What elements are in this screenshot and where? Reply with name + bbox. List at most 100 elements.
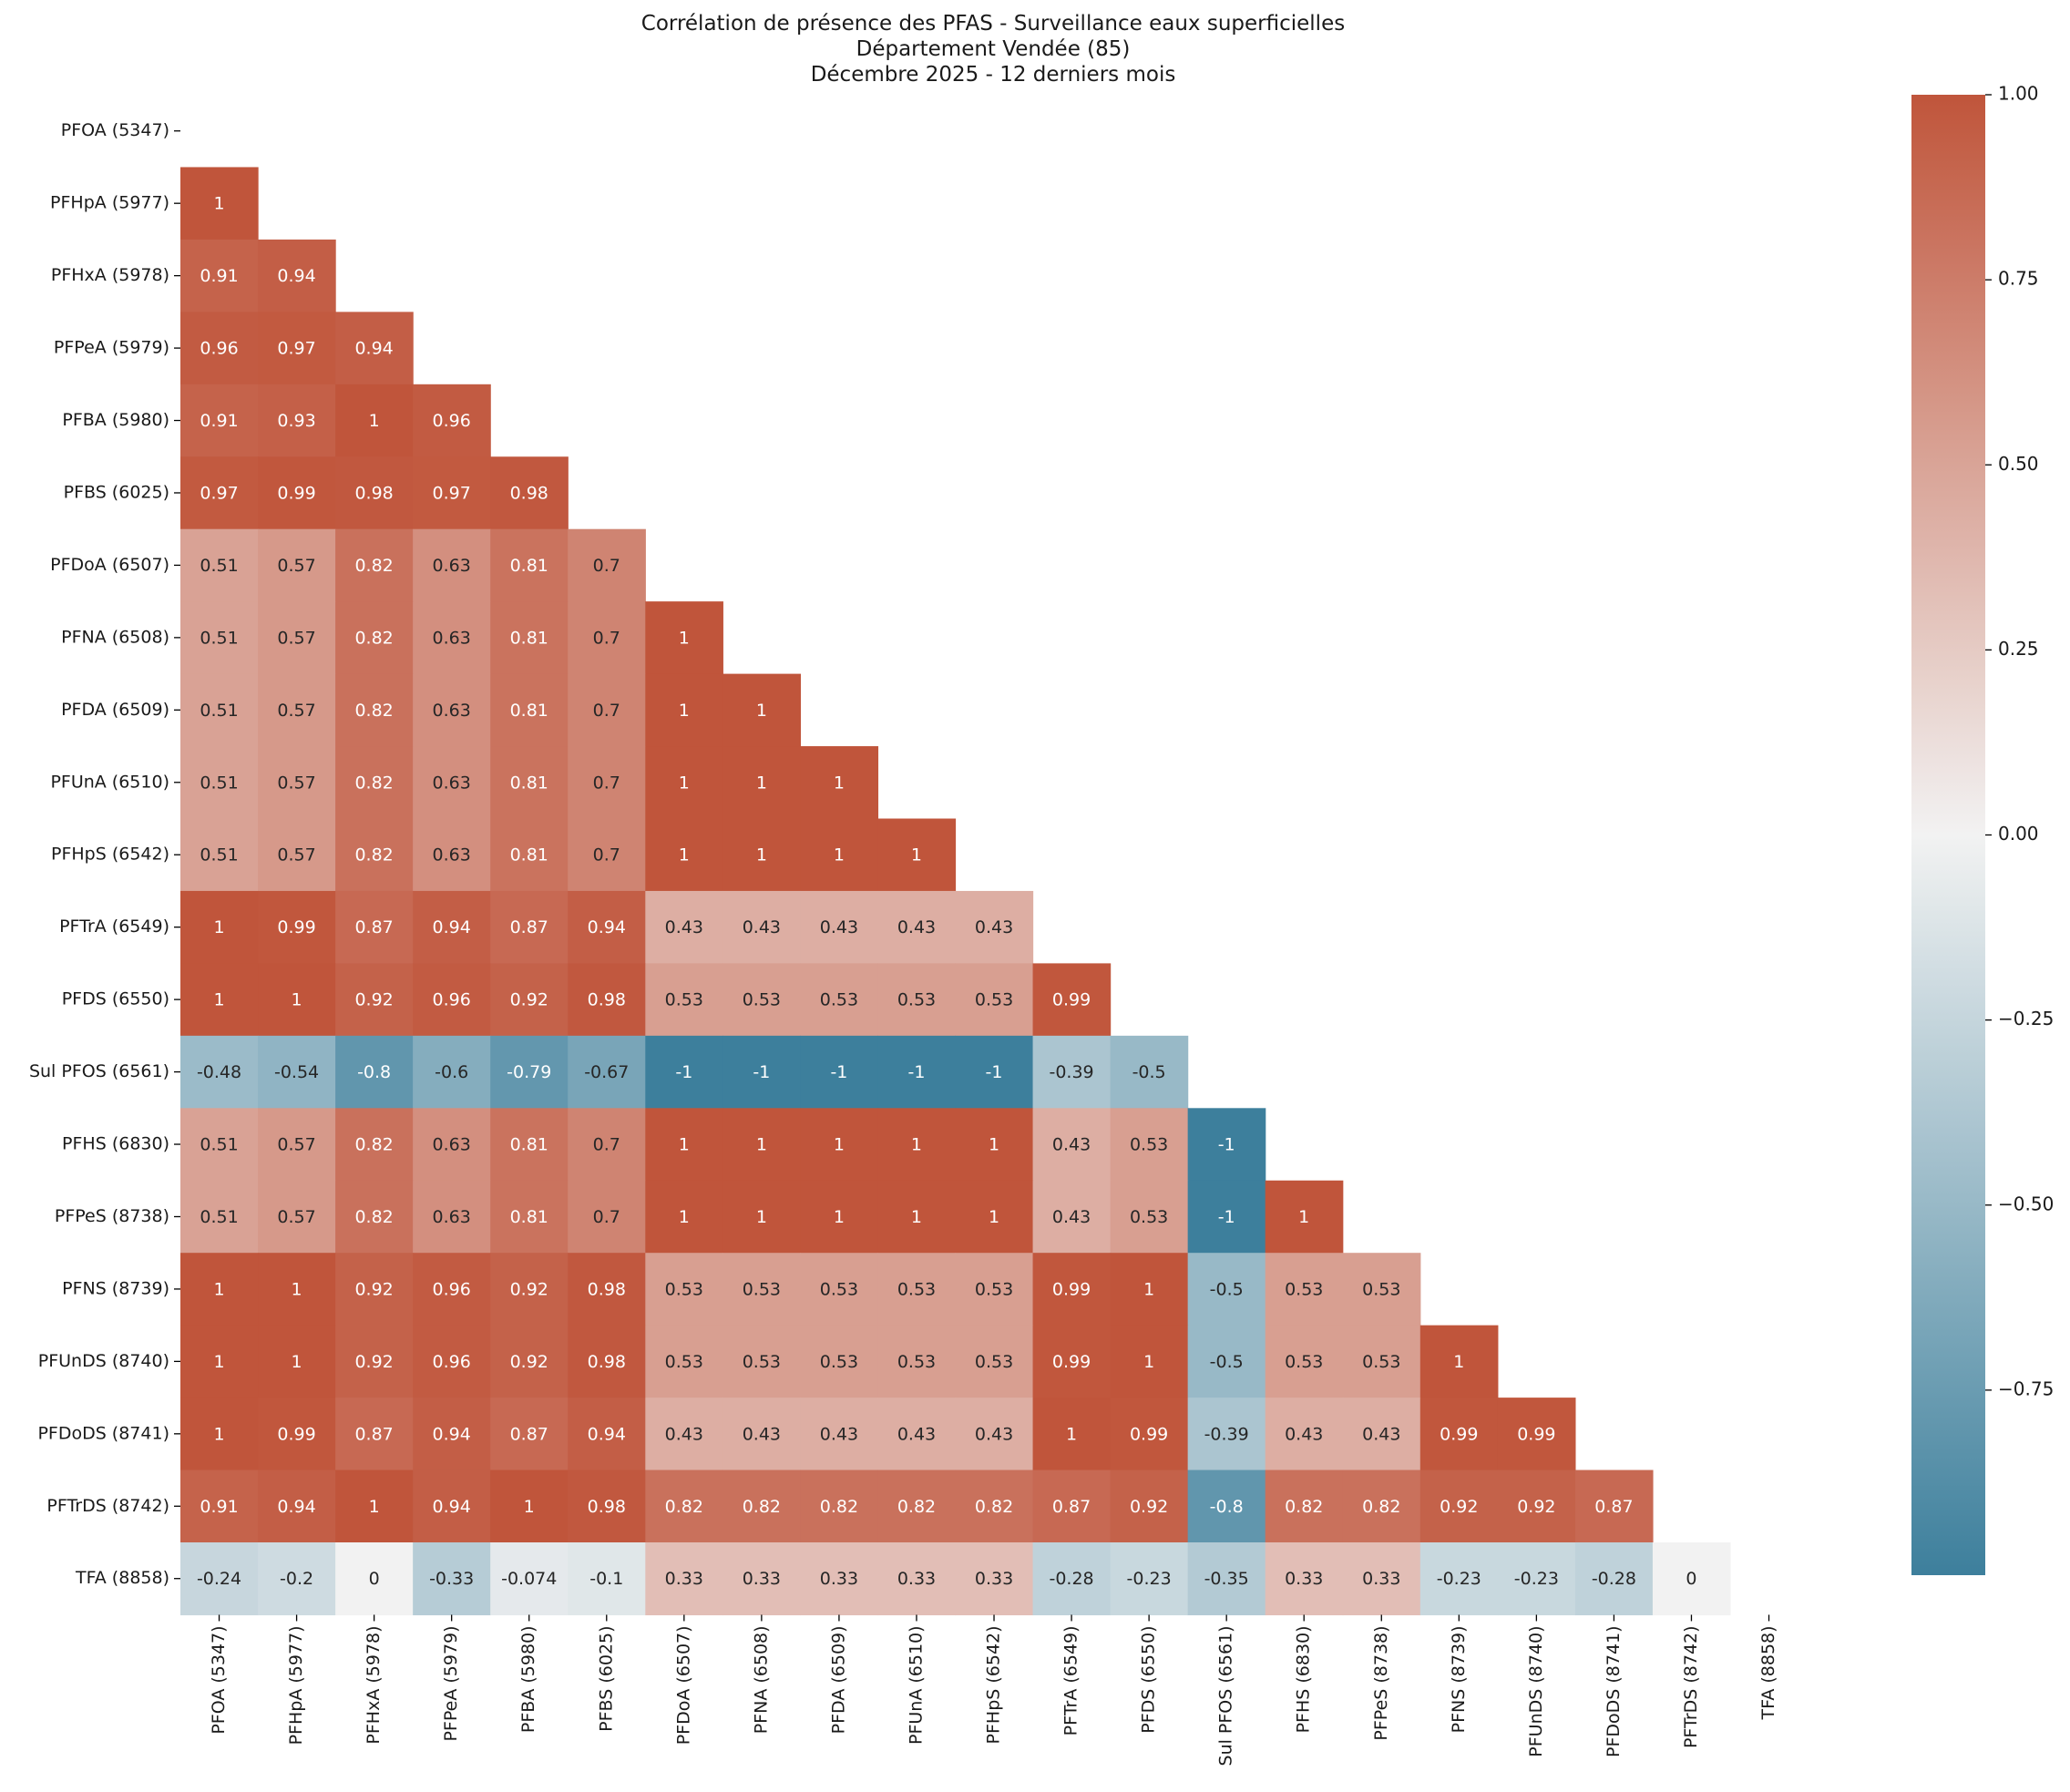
cell-value-label: 0.87 <box>1052 1497 1091 1517</box>
heatmap-cell <box>490 1180 569 1254</box>
cell-value-label: 0.57 <box>277 1135 315 1155</box>
heatmap-cell <box>490 746 569 820</box>
heatmap-cell <box>258 601 336 675</box>
heatmap-cell <box>1265 1253 1344 1326</box>
heatmap-cell <box>1342 1325 1421 1398</box>
cell-value-label: -0.48 <box>197 1062 241 1082</box>
heatmap-cell <box>955 1398 1034 1471</box>
cell-value-label: 0.81 <box>510 845 548 865</box>
heatmap-cell <box>258 239 336 312</box>
x-tick-label: PFHpA (5977) <box>286 1625 306 1745</box>
heatmap-cell <box>722 1398 801 1471</box>
heatmap-cell <box>568 818 646 892</box>
heatmap-cell <box>180 890 259 964</box>
heatmap-cell <box>180 456 259 530</box>
cell-value-label: 0.63 <box>433 1135 471 1155</box>
y-tick-label: PFOA (5347) <box>61 120 169 140</box>
heatmap-cell <box>1110 1035 1189 1109</box>
cell-value-label: 0.99 <box>1052 1352 1091 1372</box>
heatmap-cell <box>568 746 646 820</box>
cell-value-label: -0.5 <box>1132 1062 1166 1082</box>
heatmap-cell <box>258 1180 336 1254</box>
cell-value-label: 1 <box>679 845 690 865</box>
heatmap-cell <box>1265 1325 1344 1398</box>
heatmap-cell <box>1187 1108 1266 1182</box>
cell-value-label: -0.8 <box>1210 1497 1244 1517</box>
cell-value-label: 1 <box>756 1207 767 1227</box>
cell-value-label: 0.33 <box>820 1569 858 1589</box>
heatmap-cell <box>335 601 414 675</box>
heatmap-cell <box>568 963 646 1037</box>
heatmap-cell <box>335 456 414 530</box>
cell-value-label: 0.53 <box>897 1279 936 1299</box>
cell-value-label: -1 <box>675 1062 692 1082</box>
heatmap-cell <box>568 1542 646 1616</box>
cell-value-label: 0.82 <box>354 556 393 576</box>
heatmap-cell <box>413 528 491 602</box>
cell-value-label: 1 <box>679 628 690 648</box>
cell-value-label: 0.43 <box>975 917 1013 937</box>
cell-value-label: 1 <box>989 1135 999 1155</box>
cell-value-label: 0.33 <box>743 1569 781 1589</box>
heatmap-cell <box>1265 1469 1344 1543</box>
heatmap-cell <box>877 1325 957 1398</box>
y-tick-label: PFHpA (5977) <box>50 193 169 213</box>
heatmap-cell <box>1419 1469 1499 1543</box>
cell-value-label: -0.28 <box>1049 1569 1093 1589</box>
heatmap-cell <box>800 1253 879 1326</box>
heatmap-cell <box>335 1542 414 1616</box>
cell-value-label: -1 <box>830 1062 847 1082</box>
heatmap-cell <box>800 963 879 1037</box>
heatmap-cell <box>645 1398 723 1471</box>
cell-value-label: 0.92 <box>510 990 548 1010</box>
heatmap-cell <box>722 890 801 964</box>
heatmap-cell <box>955 1469 1034 1543</box>
x-tick-label: PFTrDS (8742) <box>1681 1625 1701 1748</box>
cell-value-label: -0.23 <box>1127 1569 1172 1589</box>
heatmap-cell <box>722 1253 801 1326</box>
cell-value-label: 0.98 <box>588 990 626 1010</box>
heatmap-cell <box>800 1325 879 1398</box>
cell-value-label: -1 <box>753 1062 770 1082</box>
y-tick-label: PFPeA (5979) <box>54 338 169 358</box>
colorbar-tick-label: −0.50 <box>1998 1193 2054 1214</box>
heatmap-cell <box>335 963 414 1037</box>
cell-value-label: 0.7 <box>593 701 620 721</box>
cell-value-label: -0.6 <box>435 1062 468 1082</box>
heatmap-cell <box>258 1542 336 1616</box>
cell-value-label: -0.074 <box>501 1569 557 1589</box>
cell-value-label: -0.23 <box>1437 1569 1481 1589</box>
cell-value-label: 0.94 <box>277 1497 315 1517</box>
cell-value-label: 0.43 <box>897 917 936 937</box>
heatmap-cell <box>1032 1325 1112 1398</box>
heatmap-cell <box>335 1469 414 1543</box>
cell-value-label: 0.87 <box>510 1424 548 1444</box>
heatmap-cell <box>645 1108 723 1182</box>
heatmap-cell <box>335 1035 414 1109</box>
heatmap-cell <box>1187 1469 1266 1543</box>
cell-value-label: 1 <box>1066 1424 1077 1444</box>
title-line-1: Corrélation de présence des PFAS - Surve… <box>640 12 1346 36</box>
heatmap-cell <box>180 528 259 602</box>
heatmap-cell <box>258 818 336 892</box>
cell-value-label: 0.99 <box>1440 1424 1478 1444</box>
heatmap-cell <box>180 1542 259 1616</box>
heatmap-cell <box>335 384 414 457</box>
heatmap-cell <box>258 1253 336 1326</box>
heatmap-cell <box>180 239 259 312</box>
y-tick-label: PFHpS (6542) <box>51 845 169 865</box>
cell-value-label: 1 <box>756 845 767 865</box>
y-tick-label: PFBS (6025) <box>64 482 169 502</box>
heatmap-cell <box>800 818 879 892</box>
cell-value-label: 0.92 <box>510 1279 548 1299</box>
cell-value-label: 0.53 <box>743 1279 781 1299</box>
y-tick-label: PFHS (6830) <box>62 1134 169 1154</box>
cell-value-label: 1 <box>834 773 845 793</box>
heatmap-cell <box>180 384 259 457</box>
heatmap-cell <box>645 673 723 747</box>
heatmap-cell <box>413 384 491 457</box>
heatmap-cell <box>335 1325 414 1398</box>
colorbar-tick-label: 0.50 <box>1998 453 2039 475</box>
heatmap-cell <box>335 1398 414 1471</box>
x-tick-label: PFHxA (5978) <box>364 1625 384 1744</box>
